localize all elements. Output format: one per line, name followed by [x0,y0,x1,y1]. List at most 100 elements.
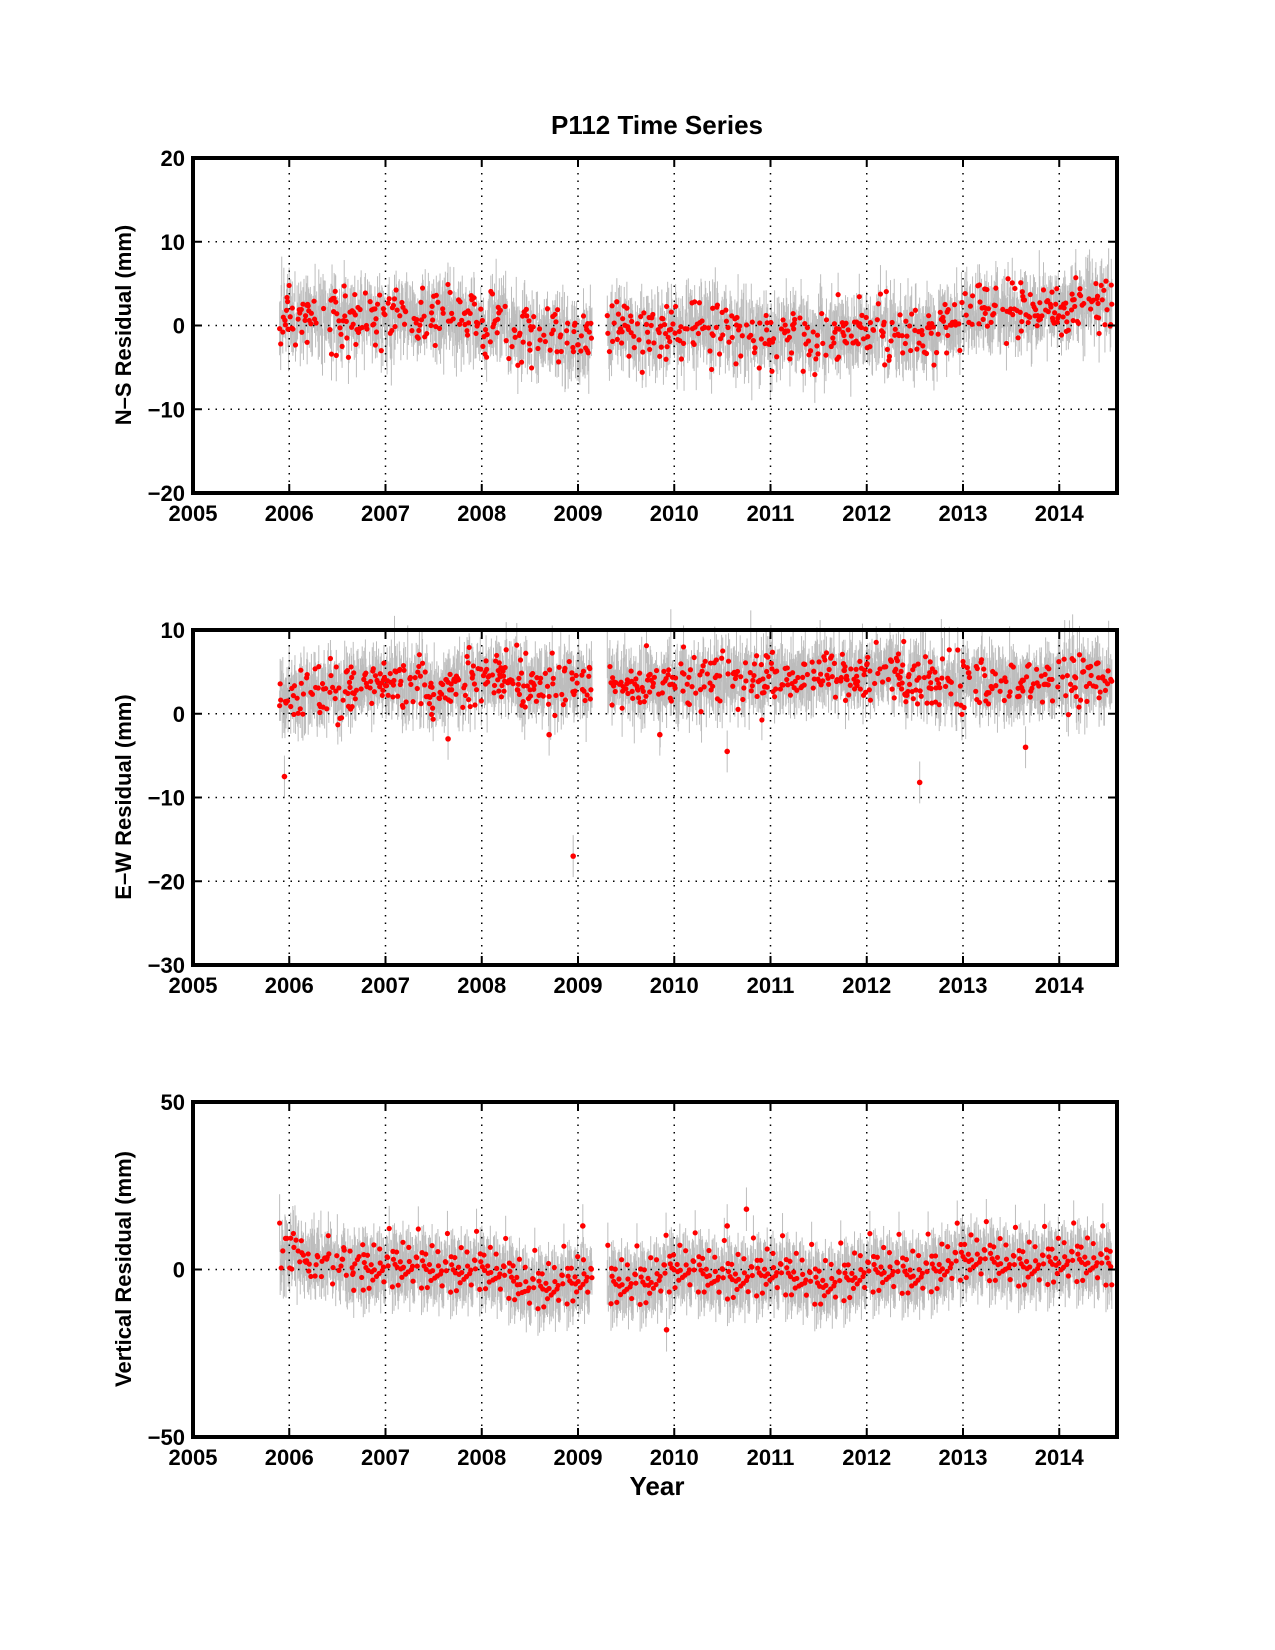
ew-data-point [516,675,522,681]
ns-data-point [663,303,670,310]
ew-data-point [686,701,692,708]
ew-data-point [939,656,946,662]
ew-data-point [768,660,775,666]
ns-data-point [855,341,861,347]
ew-data-point [985,701,992,707]
ew-data-point [381,674,388,681]
ew-data-point [898,668,904,674]
ns-data-point [341,283,347,289]
ns-data-point [409,328,415,334]
ns-data-point [1037,300,1043,306]
ew-data-point [515,687,521,693]
ew-data-point [1072,685,1078,691]
ns-data-point [344,335,350,341]
ns-data-point [919,327,925,334]
ns-data-point [471,295,477,301]
ns-data-point [374,301,381,307]
ns-data-point [880,329,886,336]
ns-data-point [1071,296,1077,303]
ns-data-point [1010,312,1016,318]
ns-data-point [506,355,512,362]
ew-data-point [431,691,437,698]
ew-data-point [921,674,928,681]
ew-data-point [864,661,870,667]
ns-data-point [473,330,479,337]
ew-data-point [811,668,817,674]
ns-data-point [1095,315,1102,321]
ew-data-point [390,682,397,688]
ns-data-point [859,312,865,318]
ew-data-point [397,666,403,673]
ns-data-point [1070,317,1076,324]
ns-data-point [1088,306,1094,312]
ew-data-point [400,704,406,710]
ew-data-point [367,685,373,691]
ew-data-point [630,695,636,701]
ew-data-point [566,658,572,665]
ew-data-point [470,663,476,669]
ns-data-point [863,326,869,332]
ns-data-point [695,330,701,337]
ew-data-point [766,673,772,679]
ew-data-point [794,687,800,693]
ns-data-point [339,343,345,349]
ns-data-point [588,335,595,341]
ew-data-point [707,660,714,666]
ew-x-tick-label: 2009 [554,973,603,998]
ew-data-point [335,722,341,728]
ns-data-point [993,285,999,291]
ns-data-point [942,301,948,308]
ns-data-point [333,352,339,358]
ew-data-point [500,673,507,679]
ew-points [277,638,1115,859]
ew-x-tick-label: 2011 [747,973,795,998]
ns-data-point [678,356,685,362]
ns-data-point [813,356,819,362]
ns-data-point [1109,301,1115,307]
ew-data-point [986,690,992,696]
ns-data-point [651,340,657,346]
ns-data-point [812,371,818,378]
ns-data-point [935,331,941,337]
ns-data-point [436,325,443,332]
ns-data-point [445,281,451,288]
ns-data-point [1008,306,1014,312]
ew-data-point [777,686,784,692]
ns-data-point [819,310,825,317]
ns-data-point [382,312,388,318]
ew-data-point [327,689,333,695]
ns-data-point [836,326,842,332]
ew-data-point [471,681,478,687]
ns-data-point [926,313,932,319]
ew-data-point [587,665,593,672]
ns-data-point [807,348,814,354]
ns-data-point [763,312,769,319]
ew-data-point [957,683,964,689]
ns-data-point [758,336,764,342]
ew-data-point [974,665,980,672]
ew-data-point [769,649,776,655]
ns-data-point [1015,335,1021,341]
ew-data-point [297,706,303,712]
ns-data-point [663,356,669,362]
ns-data-point [1045,309,1051,315]
ew-data-point [352,696,358,702]
ew-data-point [918,693,924,699]
ns-data-point [906,323,913,329]
ew-data-point [298,667,304,673]
ns-data-point [678,324,684,330]
ns-y-tick-label: −10 [148,397,185,422]
ns-data-point [352,312,358,318]
ew-data-point [344,668,350,674]
ew-data-point [361,676,367,682]
ns-data-point [286,282,292,289]
ns-data-point [790,310,796,317]
ew-data-point [966,670,972,676]
ns-data-point [615,311,622,317]
ns-data-point [570,349,577,355]
ew-data-point [610,675,616,681]
ns-data-point [720,332,726,338]
ns-data-point [1058,332,1065,338]
ew-data-point [738,674,744,680]
ew-data-point [522,704,528,710]
